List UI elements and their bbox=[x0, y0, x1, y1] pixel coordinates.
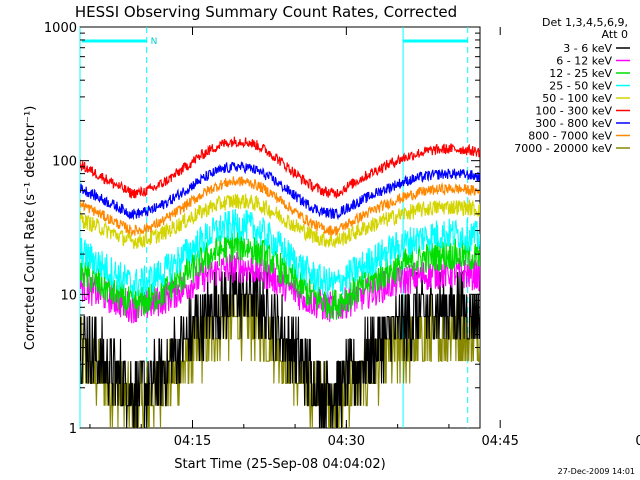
x-axis-label: Start Time (25-Sep-08 04:04:02) bbox=[174, 457, 385, 472]
legend-label-8: 7000 - 20000 keV bbox=[514, 142, 612, 155]
x-tick-label-0: 04:15 bbox=[174, 434, 211, 449]
x-tick-label-2: 04:45 bbox=[481, 434, 518, 449]
legend-label-0: 3 - 6 keV bbox=[563, 42, 612, 55]
x-tick-label-1: 04:30 bbox=[328, 434, 365, 449]
legend-label-3: 25 - 50 keV bbox=[549, 80, 612, 93]
series-line-2 bbox=[80, 230, 480, 320]
legend-label-4: 50 - 100 keV bbox=[542, 92, 612, 105]
render-timestamp: 27-Dec-2009 14:01 bbox=[558, 467, 635, 476]
y-tick-label-3: 1000 bbox=[44, 21, 77, 36]
plot-area: N bbox=[79, 27, 480, 428]
marker-label-n: N bbox=[151, 37, 158, 47]
legend-label-6: 300 - 800 keV bbox=[535, 117, 612, 130]
y-axis-label: Corrected Count Rate (s⁻¹ detector⁻¹) bbox=[23, 106, 38, 351]
chart-title: HESSI Observing Summary Count Rates, Cor… bbox=[75, 3, 457, 21]
series-line-0 bbox=[80, 249, 480, 428]
legend-label-2: 12 - 25 keV bbox=[549, 67, 612, 80]
series-line-4 bbox=[80, 193, 480, 250]
legend-label-7: 800 - 7000 keV bbox=[528, 130, 612, 143]
legend-label-1: 6 - 12 keV bbox=[556, 55, 612, 68]
series-group bbox=[80, 136, 480, 428]
series-line-3 bbox=[80, 209, 480, 299]
x-tick-label-3: 05:00 bbox=[635, 434, 640, 449]
legend-header-line1: Det 1,3,4,5,6,9, bbox=[542, 16, 628, 29]
y-axis: 1 10 100 1000 bbox=[44, 21, 480, 437]
legend-label-5: 100 - 300 keV bbox=[535, 105, 612, 118]
y-tick-label-2: 100 bbox=[52, 155, 77, 170]
series-line-7 bbox=[80, 176, 480, 237]
legend-header-line2: Att 0 bbox=[602, 28, 628, 41]
series-line-6 bbox=[80, 161, 480, 221]
y-tick-label-1: 10 bbox=[60, 288, 77, 303]
series-line-5 bbox=[80, 136, 480, 199]
y-tick-label-0: 1 bbox=[69, 422, 77, 437]
